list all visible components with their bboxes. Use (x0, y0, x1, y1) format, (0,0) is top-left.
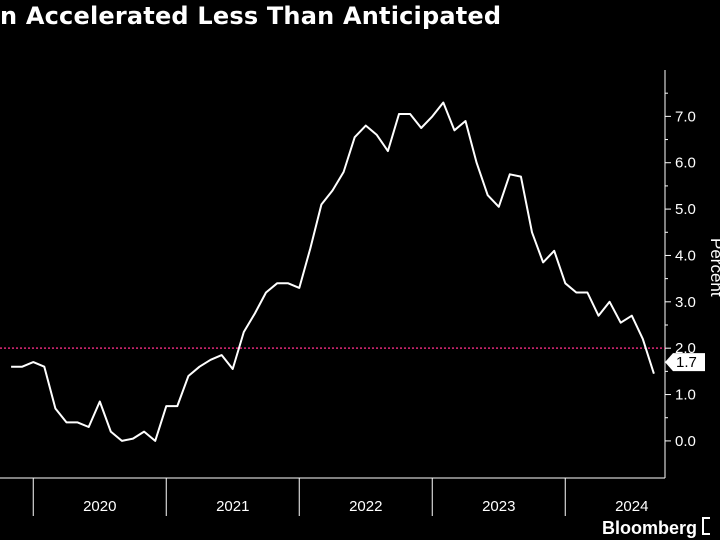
y-tick-label: 5.0 (675, 201, 696, 218)
x-tick-label: 2023 (482, 498, 515, 515)
y-tick-label: 0.0 (675, 433, 696, 450)
x-tick-label: 2024 (615, 498, 648, 515)
x-tick-label: 2021 (216, 498, 249, 515)
y-tick-label: 7.0 (675, 108, 696, 125)
y-tick-label: 4.0 (675, 247, 696, 264)
chart-title: n Accelerated Less Than Anticipated (0, 2, 502, 30)
last-value-badge (665, 353, 705, 372)
x-tick-label: 2020 (83, 498, 116, 515)
y-tick-label: 2.0 (675, 340, 696, 357)
y-tick-label: 6.0 (675, 155, 696, 172)
x-tick-label: 2022 (349, 498, 382, 515)
last-value-label: 1.7 (676, 354, 697, 371)
y-tick-label: 1.0 (675, 387, 696, 404)
series-line (11, 101, 655, 442)
y-tick-label: 3.0 (675, 294, 696, 311)
source-label: Bloomberg (602, 517, 710, 539)
y-axis-title: Percent (707, 238, 720, 297)
